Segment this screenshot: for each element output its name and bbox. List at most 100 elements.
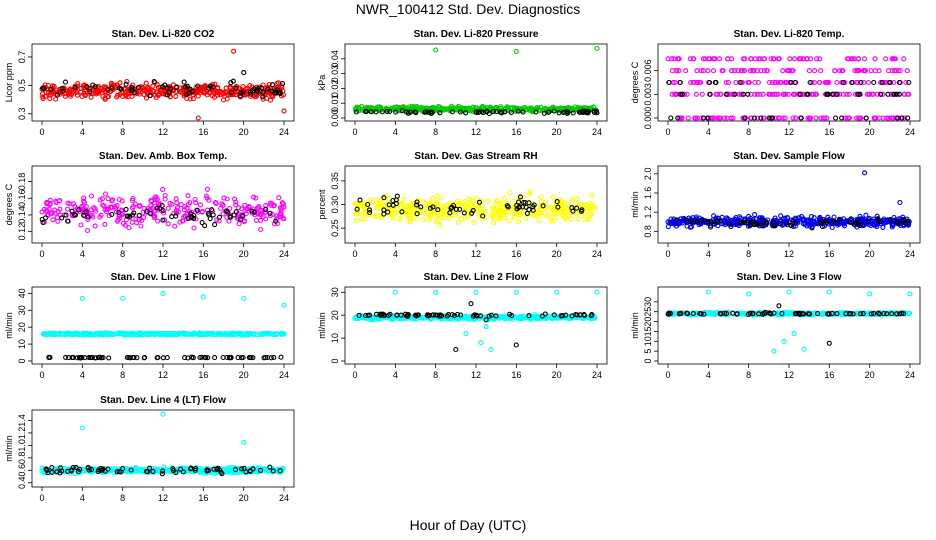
data-point [240,213,246,219]
series-black [666,79,912,121]
data-point [224,196,230,202]
data-point [126,225,132,231]
data-point [247,83,253,89]
data-point [527,189,533,195]
data-point [69,91,75,97]
data-point [896,91,903,97]
data-point [716,115,723,121]
data-point [132,201,138,207]
data-point [554,199,560,205]
x-tick-label: 20 [552,127,562,137]
data-point [108,204,114,210]
data-point [878,91,884,97]
data-point [893,91,899,97]
data-point [61,85,67,91]
y-tick-label: 0.25 [330,219,340,237]
data-point [260,214,266,220]
chart-title: Stan. Dev. Amb. Box Temp. [99,151,227,162]
data-point [839,68,845,74]
data-point [97,88,103,94]
data-point [594,289,600,295]
chart-title: Stan. Dev. Line 3 Flow [737,272,842,283]
data-point [44,207,50,213]
data-point [483,324,489,330]
data-point [741,68,748,74]
data-point [152,200,158,206]
data-point [137,91,143,97]
data-point [51,83,57,89]
data-point [679,91,685,97]
data-point [407,208,413,214]
data-point [864,91,870,97]
data-point [754,68,760,74]
data-point [565,109,571,115]
x-tick-label: 0 [39,370,44,380]
y-tick-label: 30 [643,297,653,307]
data-point [124,213,130,219]
data-point [729,68,735,74]
data-point [267,97,274,103]
data-point [588,210,594,216]
x-tick-label: 8 [433,127,438,137]
data-point [537,209,543,216]
data-point [594,110,600,116]
data-point [130,82,136,88]
data-point [447,106,453,112]
data-point [144,90,151,96]
data-point [273,218,279,224]
data-point [101,84,107,90]
x-tick-label: 4 [706,127,711,137]
data-point [373,197,379,203]
data-point [157,205,163,211]
data-point [109,198,115,204]
y-tick-label: 0.000 [643,107,653,130]
y-tick-label: 40 [17,288,27,298]
data-point [123,206,129,212]
data-point [740,91,746,97]
data-point [475,109,481,116]
y-tick-label: 0.7 [17,51,27,64]
data-point [783,79,789,86]
data-point [81,198,87,204]
data-point [693,91,699,97]
data-point [278,211,284,217]
data-point [746,291,752,297]
series-color [352,289,600,353]
plot-frame [31,286,295,365]
data-point [521,194,527,200]
data-point [120,93,126,100]
data-point [813,115,819,121]
x-tick-label: 12 [471,127,481,137]
data-point [359,216,365,222]
data-point [516,199,522,205]
data-point [899,115,905,121]
data-point [806,68,812,74]
data-point [776,303,782,309]
data-point [262,206,268,213]
data-point [75,80,81,87]
data-point [687,56,693,62]
data-point [456,212,462,219]
x-tick-label: 4 [706,249,711,259]
data-point [825,91,831,97]
data-point [200,294,206,300]
data-point [855,91,861,97]
data-point [151,88,157,95]
data-point [83,209,89,215]
data-point [457,109,463,115]
data-point [393,206,400,212]
data-point [528,105,534,111]
data-point [129,219,135,225]
data-point [569,196,576,202]
x-tick-label: 24 [905,249,915,259]
x-tick-label: 8 [746,249,751,259]
data-point [442,215,448,221]
data-point [141,205,147,212]
data-point [718,91,724,97]
data-point [580,109,586,115]
data-point [263,216,269,222]
data-point [707,91,713,97]
data-point [381,207,387,213]
